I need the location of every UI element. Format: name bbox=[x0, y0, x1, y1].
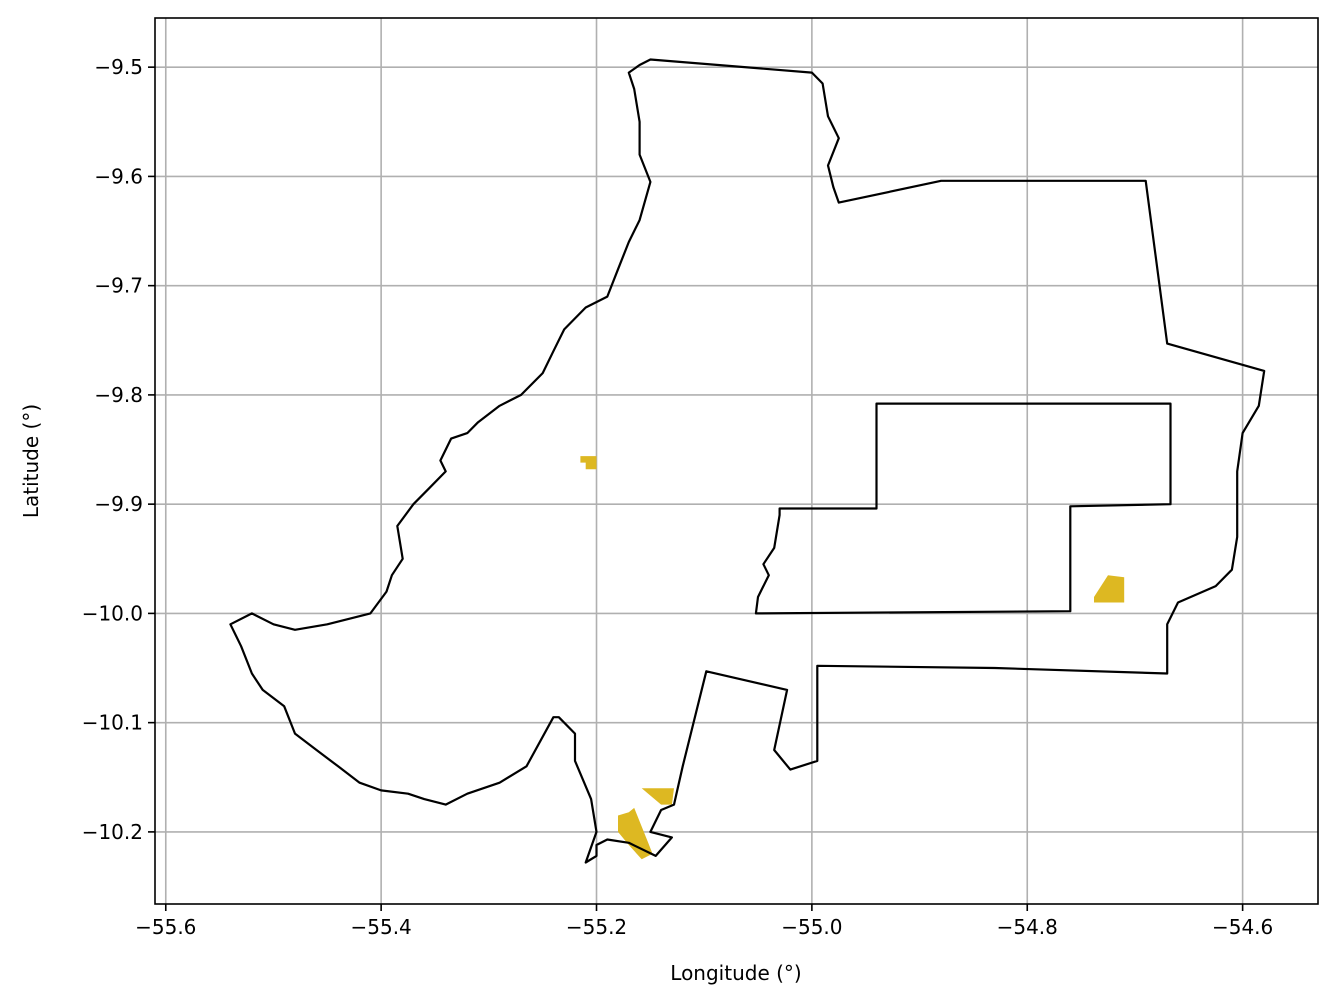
y-tick-label: −9.9 bbox=[94, 492, 143, 516]
outer-boundary bbox=[229, 58, 1266, 864]
map-layers bbox=[229, 58, 1266, 864]
x-axis-ticks: −55.6 −55.4 −55.2 −55.0 −54.8 −54.6 bbox=[135, 904, 1273, 939]
y-tick-label: −9.8 bbox=[94, 383, 143, 407]
x-tick-label: −55.4 bbox=[350, 915, 411, 939]
x-tick-label: −54.6 bbox=[1212, 915, 1273, 939]
y-tick-label: −9.5 bbox=[94, 55, 143, 79]
y-axis-ticks: −9.5 −9.6 −9.7 −9.8 −9.9 −10.0 −10.1 −10.2 bbox=[82, 55, 155, 844]
y-tick-label: −10.2 bbox=[82, 820, 143, 844]
x-tick-label: −55.0 bbox=[781, 915, 842, 939]
x-axis-label: Longitude (°) bbox=[670, 961, 801, 985]
highlight-region bbox=[641, 788, 674, 805]
x-tick-label: −55.2 bbox=[566, 915, 627, 939]
y-tick-label: −10.1 bbox=[82, 711, 143, 735]
y-tick-label: −9.6 bbox=[94, 164, 143, 188]
y-tick-label: −9.7 bbox=[94, 274, 143, 298]
y-tick-label: −10.0 bbox=[82, 601, 143, 625]
highlight-region bbox=[580, 456, 597, 470]
x-tick-label: −54.8 bbox=[997, 915, 1058, 939]
highlight-region bbox=[1094, 575, 1125, 603]
y-axis-label: Latitude (°) bbox=[19, 404, 43, 518]
inner-boundary bbox=[754, 402, 1172, 615]
plot-frame bbox=[154, 17, 1319, 905]
grid-lines bbox=[155, 18, 1318, 904]
highlight-region bbox=[618, 807, 653, 860]
x-tick-label: −55.6 bbox=[135, 915, 196, 939]
